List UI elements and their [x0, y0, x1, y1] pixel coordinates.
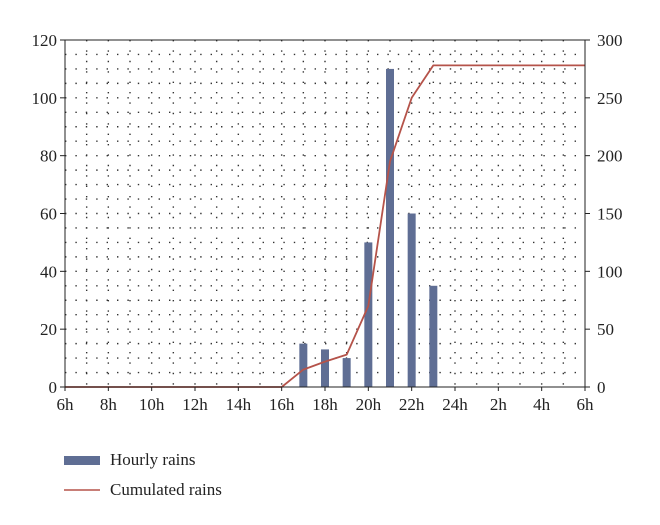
x-axis-tick-label: 2h: [490, 395, 508, 414]
right-axis-tick-label: 50: [597, 320, 614, 339]
line-cumulated-rains: [65, 64, 585, 388]
x-axis-tick-label: 20h: [356, 395, 382, 414]
legend-swatch-hourly-rains: [64, 456, 100, 465]
left-axis-tick-label: 120: [32, 31, 58, 50]
x-axis-tick-label: 24h: [442, 395, 468, 414]
left-axis-tick-label: 80: [40, 147, 57, 166]
left-y-axis: 0 20 40 60 80 100 120: [32, 31, 65, 397]
bar-hourly-rain: [386, 68, 394, 388]
left-axis-tick-label: 20: [40, 320, 57, 339]
bar-hourly-rain: [407, 213, 416, 387]
bar-hourly-rain: [299, 343, 308, 387]
legend: Hourly rains Cumulated rains: [64, 450, 222, 499]
right-axis-tick-label: 200: [597, 147, 623, 166]
right-axis-tick-label: 150: [597, 205, 623, 224]
bar-hourly-rain: [429, 285, 438, 387]
right-axis-tick-label: 0: [597, 378, 606, 397]
x-axis-tick-label: 4h: [533, 395, 551, 414]
x-axis-tick-label: 8h: [100, 395, 118, 414]
x-axis: 6h 8h 10h 12h 14h 16h 18h 20h 22h 24h 2h 4h 6h: [57, 387, 595, 414]
right-axis-tick-label: 250: [597, 89, 623, 108]
right-axis-tick-label: 100: [597, 262, 623, 281]
left-axis-tick-label: 100: [32, 89, 58, 108]
left-axis-tick-label: 40: [40, 262, 57, 281]
grid: [65, 40, 585, 387]
x-axis-tick-label: 16h: [269, 395, 295, 414]
x-axis-tick-label: 22h: [399, 395, 425, 414]
cumulated-rain-line: [65, 64, 585, 388]
legend-label-hourly-rains: Hourly rains: [110, 450, 195, 469]
x-axis-tick-label: 6h: [57, 395, 75, 414]
right-axis-tick-label: 300: [597, 31, 623, 50]
legend-label-cumulated-rains: Cumulated rains: [110, 480, 222, 499]
bar-hourly-rain: [342, 358, 351, 387]
bar-hourly-rain: [321, 349, 329, 387]
x-axis-tick-label: 14h: [226, 395, 252, 414]
hourly-rain-bars: [299, 68, 438, 388]
left-axis-tick-label: 0: [49, 378, 58, 397]
right-y-axis: 0 50 100 150 200 250 300: [585, 31, 623, 397]
left-axis-tick-label: 60: [40, 205, 57, 224]
x-axis-tick-label: 18h: [312, 395, 338, 414]
x-axis-tick-label: 10h: [139, 395, 165, 414]
x-axis-tick-label: 6h: [577, 395, 595, 414]
bar-hourly-rain: [364, 242, 373, 387]
x-axis-tick-label: 12h: [182, 395, 208, 414]
